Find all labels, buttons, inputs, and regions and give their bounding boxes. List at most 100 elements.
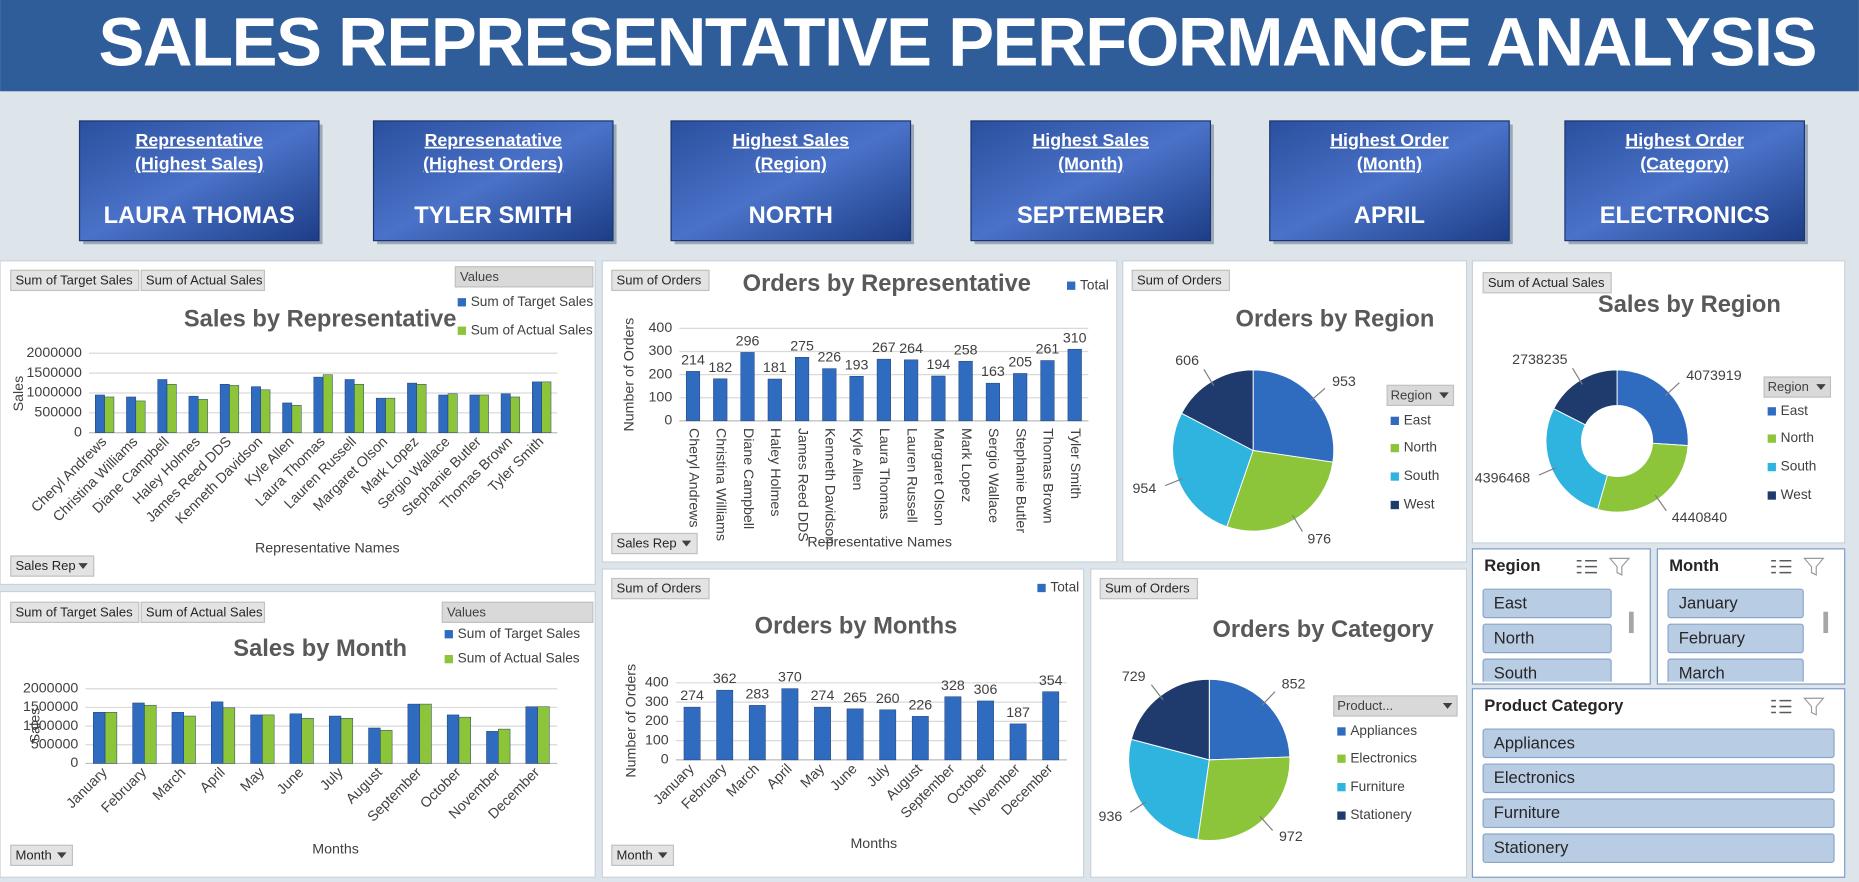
- legend-swatch: [444, 630, 453, 639]
- legend-swatch: [457, 298, 466, 307]
- bar: [344, 379, 355, 433]
- legend-header[interactable]: [1763, 376, 1832, 398]
- y-tick-label: 0: [661, 752, 669, 768]
- slicer-item[interactable]: [1667, 588, 1804, 619]
- slicer-item[interactable]: [1482, 798, 1835, 829]
- field-button[interactable]: [10, 555, 95, 577]
- data-label: 265: [843, 690, 867, 706]
- field-button: [1131, 269, 1231, 292]
- legend-label: South: [1781, 459, 1817, 474]
- bar: [289, 713, 302, 764]
- bar: [282, 402, 293, 433]
- y-tick-label: 500000: [31, 737, 79, 753]
- field-button-label: Sales Rep: [617, 536, 677, 551]
- chart-title: Sales by Representative: [184, 306, 457, 332]
- dropdown-arrow: [1439, 392, 1449, 399]
- bar: [166, 384, 177, 433]
- leader-line: [1261, 691, 1276, 706]
- bar: [469, 394, 480, 433]
- bar: [171, 712, 184, 764]
- slicer-item[interactable]: [1482, 623, 1612, 654]
- y-tick-label: 200: [649, 366, 673, 382]
- field-button-label: Sum of Target Sales: [15, 272, 133, 287]
- bar: [132, 702, 145, 764]
- leader-line: [1571, 367, 1583, 385]
- slicer-items: East North South: [1482, 588, 1612, 687]
- field-button-label: Sum of Orders: [1137, 272, 1222, 287]
- legend-header[interactable]: [1333, 695, 1458, 717]
- kpi-box: [1269, 120, 1510, 242]
- chart-title: Orders by Region: [1236, 306, 1435, 332]
- field-button[interactable]: [611, 844, 675, 866]
- field-button: [611, 269, 710, 292]
- field-button[interactable]: [611, 532, 698, 555]
- clear-filter-icon[interactable]: [1803, 697, 1825, 716]
- chart-title: Sales by Region: [1598, 292, 1781, 318]
- bar: [94, 394, 105, 433]
- multiselect-icon[interactable]: [1771, 559, 1792, 574]
- x-tick-label: Tyler Smith: [1067, 428, 1083, 499]
- slicer-item-label: South: [1494, 663, 1537, 682]
- bar: [1067, 348, 1082, 422]
- bar: [498, 728, 511, 764]
- field-button[interactable]: [10, 844, 73, 866]
- legend-swatch: [1390, 416, 1399, 425]
- slice: [1616, 369, 1689, 447]
- bar: [301, 718, 314, 764]
- dropdown-arrow: [658, 852, 668, 859]
- slicer-item[interactable]: [1482, 728, 1835, 759]
- multiselect-icon[interactable]: [1771, 699, 1792, 714]
- bar: [126, 396, 137, 433]
- kpi-card: Highest Sales (Month) SEPTEMBER: [970, 120, 1215, 245]
- bar: [250, 714, 263, 764]
- multiselect-icon[interactable]: [1576, 559, 1597, 574]
- field-button-label: Month: [617, 847, 653, 862]
- chart-title: Orders by Representative: [743, 271, 1031, 297]
- data-label: 181: [763, 360, 787, 376]
- chart-panel: Sales by Region Sum of Actual Sales 407391…: [1471, 260, 1846, 544]
- slicer: Region East North South: [1471, 548, 1651, 687]
- slicer-item[interactable]: [1482, 588, 1612, 619]
- legend-title: Region: [1768, 379, 1809, 394]
- kpi-card: Representative (Highest Sales) LAURA THOMA…: [78, 120, 323, 245]
- slicer-item[interactable]: [1482, 763, 1835, 794]
- data-label: 226: [817, 350, 841, 366]
- bar: [541, 381, 552, 433]
- legend-swatch: [1037, 583, 1046, 593]
- chart-panel: Sales by Month Sum of Target Sales Sum of …: [0, 590, 596, 878]
- slicer-item[interactable]: [1482, 833, 1835, 864]
- legend-swatch: [1390, 472, 1399, 481]
- data-label: 226: [908, 697, 932, 713]
- clear-filter-icon[interactable]: [1803, 557, 1825, 576]
- bar: [458, 716, 471, 764]
- legend-header[interactable]: [1386, 384, 1455, 407]
- legend-label: Electronics: [1350, 750, 1417, 765]
- slicer-item[interactable]: [1667, 623, 1804, 654]
- slice: [1545, 408, 1608, 511]
- bar: [260, 389, 271, 433]
- slicer-item[interactable]: [1667, 658, 1804, 687]
- bar: [767, 378, 782, 422]
- bar: [977, 700, 994, 761]
- clear-filter-icon[interactable]: [1608, 557, 1631, 576]
- legend-swatch: [1767, 407, 1776, 416]
- leader-line: [1259, 815, 1274, 831]
- data-label: 354: [1039, 673, 1063, 689]
- x-tick-label: Kyle Allen: [849, 428, 865, 490]
- slicer-item[interactable]: [1482, 658, 1612, 687]
- field-button-label: Sum of Target Sales: [15, 604, 133, 619]
- slicer-item-label: Stationery: [1494, 838, 1569, 857]
- bar: [446, 714, 460, 764]
- legend-title: Region: [1391, 387, 1432, 402]
- chart-panel: Sales by Representative Sum of Target Sal…: [0, 260, 596, 586]
- leader-line: [1654, 494, 1667, 512]
- bar: [478, 394, 489, 433]
- kpi-value: ELECTRONICS: [1600, 203, 1770, 229]
- data-label: 954: [1133, 481, 1157, 497]
- data-label: 4073919: [1686, 368, 1741, 384]
- dropdown-arrow: [681, 540, 692, 547]
- bar: [447, 393, 458, 433]
- kpi-value: APRIL: [1354, 203, 1425, 229]
- legend-swatch: [1390, 500, 1399, 510]
- x-tick-label: Sergio Wallace: [985, 428, 1001, 523]
